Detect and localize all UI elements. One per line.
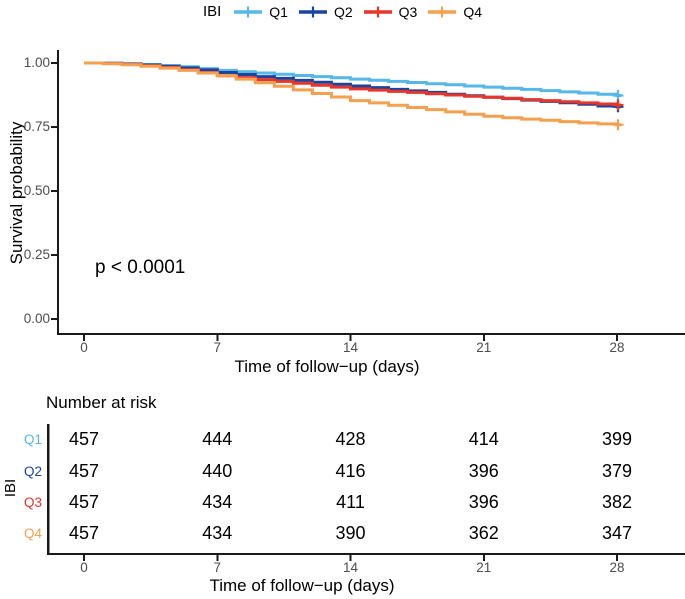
x-axis-tick-label: 14 — [342, 340, 359, 355]
risk-value: 457 — [68, 492, 100, 512]
legend-label: Q4 — [463, 3, 483, 20]
legend-title: IBI — [202, 3, 222, 20]
censor-mark-q3 — [612, 99, 624, 111]
x-axis-title: Time of follow−up (days) — [234, 357, 420, 376]
risk-value: 396 — [468, 492, 499, 512]
legend-censor-line-icon — [234, 6, 263, 17]
y-axis-tick-label: 0.25 — [23, 247, 50, 262]
legend-item-q4: Q4 — [426, 4, 482, 20]
risk-value: 434 — [202, 523, 233, 543]
risk-x-tick-label: 28 — [609, 560, 625, 575]
x-axis-tick-label: 0 — [80, 340, 88, 355]
y-axis-tick-label: 1.00 — [23, 55, 50, 70]
legend-item-q1: Q1 — [232, 4, 288, 20]
legend-label: Q1 — [269, 3, 288, 20]
risk-value: 414 — [468, 429, 499, 449]
risk-value: 416 — [335, 461, 366, 481]
legend: IBI Q1 Q2 Q3 Q4 — [0, 3, 685, 20]
risk-row-label-q4: Q4 — [23, 526, 42, 541]
x-axis-tick-label: 28 — [609, 340, 625, 355]
risk-row-label-q2: Q2 — [23, 464, 42, 479]
censor-mark-q1 — [612, 90, 624, 102]
legend-censor-line-icon — [363, 6, 392, 17]
legend-censor-line-icon — [428, 6, 457, 17]
risk-x-axis-title: Time of follow−up (days) — [209, 576, 395, 595]
risk-x-tick-label: 0 — [80, 560, 88, 575]
risk-value: 396 — [468, 461, 499, 481]
legend-label: Q2 — [333, 3, 353, 20]
risk-value: 457 — [68, 461, 100, 481]
p-value-annotation: p < 0.0001 — [95, 257, 186, 278]
risk-value: 382 — [601, 492, 633, 512]
risk-value: 440 — [202, 461, 233, 481]
risk-value: 444 — [202, 429, 233, 449]
x-axis-tick-label: 21 — [476, 340, 492, 355]
risk-row-label-q1: Q1 — [23, 432, 42, 447]
risk-value: 457 — [68, 523, 100, 543]
risk-value: 390 — [335, 523, 366, 543]
risk-x-tick-label: 14 — [342, 560, 359, 575]
y-axis-tick-label: 0.00 — [23, 311, 50, 326]
censor-mark-q4 — [612, 119, 624, 131]
risk-value: 347 — [601, 523, 633, 543]
risk-value: 428 — [335, 429, 366, 449]
risk-value: 399 — [601, 429, 633, 449]
y-axis-tick-label: 0.50 — [23, 183, 50, 198]
legend-item-q3: Q3 — [362, 3, 418, 20]
legend-item-q2: Q2 — [297, 4, 353, 20]
risk-value: 457 — [68, 429, 100, 449]
risk-value: 411 — [336, 492, 365, 512]
y-axis-tick-label: 0.75 — [23, 119, 50, 134]
risk-table-title: Number at risk — [46, 393, 157, 412]
risk-x-tick-label: 7 — [213, 560, 221, 575]
legend-label: Q3 — [398, 3, 418, 20]
risk-row-label-q3: Q3 — [23, 495, 42, 510]
legend-items: Q1 Q2 Q3 Q4 — [232, 4, 482, 20]
risk-x-tick-label: 21 — [476, 560, 492, 575]
legend-censor-line-icon — [298, 6, 327, 17]
risk-value: 434 — [202, 492, 233, 512]
risk-value: 379 — [601, 461, 633, 481]
risk-value: 362 — [468, 523, 499, 543]
x-axis-tick-label: 7 — [213, 340, 221, 355]
survival-curve-q4 — [84, 61, 621, 127]
